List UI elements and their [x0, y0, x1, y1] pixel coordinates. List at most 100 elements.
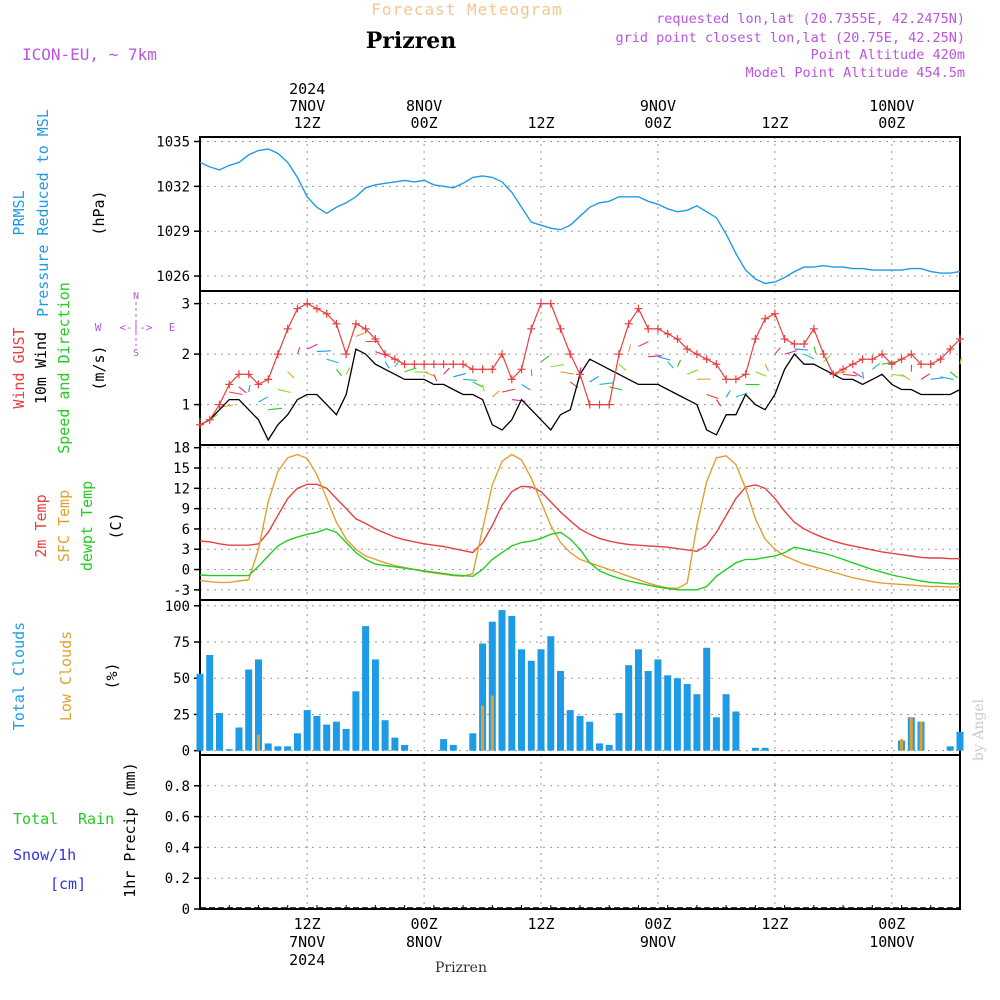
y-tick-label: 0.2 [165, 871, 190, 887]
wind-direction-arrow [843, 373, 857, 377]
y-tick-label: 18 [173, 441, 190, 457]
time-label-top: 12Z [294, 114, 321, 132]
time-label-bottom: 00Z [878, 915, 905, 933]
gust-marker [595, 400, 604, 409]
temp-label-sfc: SFC Temp [55, 490, 73, 562]
y-tick-label: 0.6 [165, 810, 190, 826]
wind-direction-arrow [784, 350, 797, 355]
gust-marker [878, 350, 887, 359]
wind-direction-arrow [384, 361, 390, 369]
gust-marker [673, 334, 682, 343]
wind-direction-arrow [949, 371, 958, 379]
gust-marker [634, 304, 643, 313]
cloud-total-bar [488, 621, 496, 751]
grid-point-coords: grid point closest lon,lat (20.75E, 42.2… [616, 30, 966, 46]
time-label-bottom: 00Z [644, 915, 671, 933]
gust-marker [361, 324, 370, 333]
wind-direction-arrow [345, 367, 351, 375]
time-label-top: 00Z [878, 114, 905, 132]
wind-direction-arrow [657, 356, 671, 361]
gust-marker [381, 350, 390, 359]
y-tick-label: 3 [182, 542, 190, 558]
y-tick-label: 1029 [156, 224, 190, 240]
gust-marker [897, 355, 906, 364]
wind-direction-arrow [229, 391, 243, 396]
cloud-total-bar [683, 684, 691, 751]
gust-marker [683, 345, 692, 354]
gust-marker [566, 350, 575, 359]
gust-marker [556, 324, 565, 333]
gust-marker [527, 324, 536, 333]
cloud-total-bar [654, 659, 662, 751]
wind-direction-arrow [628, 344, 632, 352]
wind-10m-line [199, 348, 961, 442]
wind-direction-arrow [472, 381, 483, 388]
temp-sfc-line [199, 453, 960, 590]
gust-marker [926, 360, 935, 369]
y-tick-label: 1035 [156, 134, 190, 150]
wind-direction-arrow [482, 384, 485, 392]
gust-marker [390, 355, 399, 364]
wind-direction-arrow [959, 357, 963, 365]
cloud-total-bar [518, 649, 525, 751]
cloud-total-bar [342, 728, 350, 751]
y-tick-label: 0 [182, 902, 190, 918]
gust-marker [858, 355, 867, 364]
compass-rose: N S W E <-|-> [95, 291, 176, 359]
wind-direction-arrow [862, 371, 865, 379]
wind-label-gust: Wind GUST [10, 327, 28, 408]
wind-direction-arrow [823, 355, 831, 363]
cloud-total-bar [946, 746, 954, 751]
gust-marker [839, 365, 848, 374]
wind-direction-arrow [920, 373, 930, 380]
time-label-bottom: 00Z [411, 915, 438, 933]
compass-n: N [133, 291, 139, 302]
time-label-bottom: 2024 [289, 951, 325, 969]
cloud-total-bar [547, 636, 555, 751]
gust-marker [478, 365, 487, 374]
wind-direction-arrow [453, 373, 466, 378]
gust-marker [410, 360, 419, 369]
temp-dewpt-line [199, 528, 960, 591]
y-tick-label: 9 [182, 502, 190, 518]
compass-s: S [133, 348, 139, 359]
gust-marker [644, 324, 653, 333]
wind-direction-arrow [725, 390, 731, 398]
cloud-total-bar [284, 746, 292, 751]
y-tick-label: 50 [173, 671, 190, 687]
cloud-total-bar [596, 743, 603, 751]
gust-marker [449, 360, 458, 369]
wind-direction-arrow [891, 373, 906, 377]
wind-direction-arrow [404, 367, 417, 373]
gust-marker [234, 370, 243, 379]
y-tick-label: 3 [182, 297, 190, 313]
wind-direction-arrow [667, 361, 674, 369]
wind-direction-arrow [930, 377, 945, 380]
gust-marker [293, 304, 302, 313]
wind-direction-arrow [940, 376, 954, 380]
model-label: ICON-EU, ~ 7km [22, 45, 157, 64]
time-label-top: 10NOV [869, 97, 914, 115]
cloud-low-bar [490, 695, 494, 751]
time-label-bottom: 12Z [527, 915, 554, 933]
cloud-total-bar [712, 717, 720, 751]
gust-marker [946, 345, 955, 354]
time-label-top: 12Z [761, 114, 788, 132]
cloud-total-bar [391, 737, 399, 751]
bottom-location: Prizren [435, 960, 487, 976]
cloud-total-bar [673, 678, 681, 751]
wind-direction-arrow [764, 363, 770, 372]
time-label-bottom: 7NOV [289, 933, 325, 951]
cloud-total-bar [566, 710, 574, 751]
gust-marker [205, 415, 214, 424]
wind-direction-arrow [258, 396, 269, 403]
gust-marker [712, 360, 721, 369]
wind-direction-arrow [618, 363, 627, 371]
gust-marker [624, 319, 633, 328]
cloud-total-bar [332, 721, 340, 751]
pressure-label-desc: Pressure Reduced to MSL [34, 109, 52, 317]
panel-frame-precip [199, 754, 961, 910]
precip-label-total: Total [13, 810, 58, 828]
wind-direction-arrow [852, 371, 863, 378]
wind-direction-arrow [648, 355, 663, 358]
